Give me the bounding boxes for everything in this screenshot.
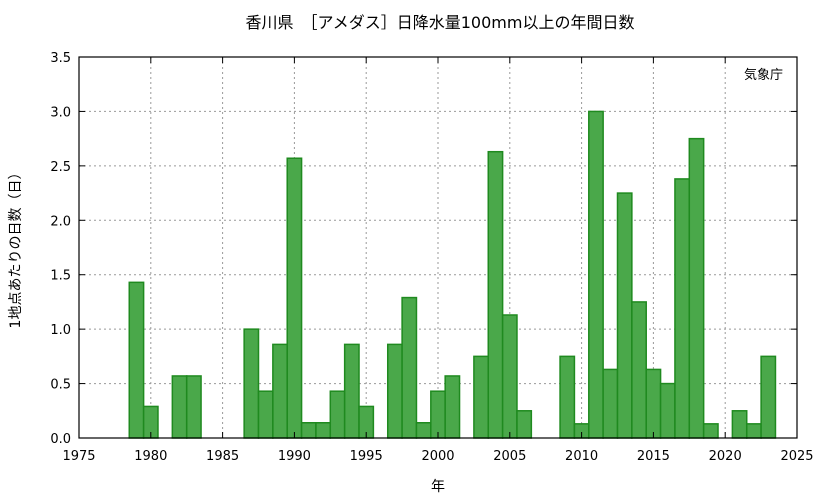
- bars: [128, 110, 777, 439]
- bar-2000: [430, 390, 446, 439]
- source-label: 気象庁: [744, 67, 783, 83]
- bar-2016: [659, 382, 676, 439]
- bar-1999: [415, 422, 432, 439]
- x-tick-label: 1980: [134, 449, 167, 464]
- bar-2006: [516, 410, 533, 439]
- bar-1998: [401, 296, 418, 439]
- chart-title: 香川県 ［アメダス］日降水量100mm以上の年間日数: [246, 13, 635, 32]
- bar-1997: [386, 343, 403, 439]
- bar-1979: [128, 281, 145, 439]
- bar-1991: [300, 422, 317, 439]
- y-tick-label: 0.0: [50, 432, 71, 447]
- y-tick-label: 1.0: [50, 323, 71, 338]
- bar-1993: [329, 390, 346, 439]
- x-tick-label: 2020: [709, 449, 742, 464]
- y-tick-label: 1.5: [50, 269, 71, 284]
- y-tick-label: 3.5: [50, 51, 71, 66]
- x-tick-label: 1995: [350, 449, 383, 464]
- bar-2017: [674, 178, 691, 439]
- bar-2012: [602, 368, 619, 439]
- bar-2023: [760, 355, 777, 439]
- bar-1983: [185, 375, 202, 439]
- bar-2005: [501, 314, 518, 439]
- bar-1988: [257, 390, 274, 439]
- ticks: 1975 1980 1985 1990 1995 2000 2005 2010 2015 2020…: [50, 51, 813, 464]
- x-tick-label: 2000: [421, 449, 454, 464]
- y-tick-label: 2.0: [50, 214, 71, 229]
- bar-2011: [588, 110, 604, 439]
- bar-2014: [631, 301, 647, 439]
- y-axis-label: 1地点あたりの日数（日）: [8, 166, 24, 329]
- bar-1994: [343, 343, 360, 439]
- bar-2022: [745, 423, 762, 439]
- bar-1982: [171, 375, 188, 439]
- bar-1987: [243, 328, 260, 439]
- y-tick-label: 3.0: [50, 105, 71, 120]
- x-tick-label: 1975: [62, 449, 95, 464]
- bar-2019: [702, 423, 719, 439]
- y-tick-label: 2.5: [50, 160, 71, 175]
- bar-2015: [645, 368, 662, 439]
- bar-1990: [286, 157, 303, 439]
- bar-2013: [616, 192, 633, 439]
- bar-2021: [731, 410, 748, 439]
- x-tick-label: 1990: [278, 449, 311, 464]
- x-tick-label: 2010: [565, 449, 598, 464]
- x-tick-label: 2005: [493, 449, 526, 464]
- bar-2004: [487, 150, 504, 439]
- bar-1989: [272, 343, 288, 439]
- x-axis-label: 年: [431, 479, 445, 495]
- x-tick-label: 1985: [206, 449, 239, 464]
- bar-2003: [473, 355, 490, 439]
- x-tick-label: 2015: [637, 449, 670, 464]
- bar-2009: [559, 355, 576, 439]
- bar-2001: [444, 375, 461, 439]
- y-tick-label: 0.5: [50, 378, 71, 393]
- bar-1992: [315, 422, 332, 439]
- bar-2018: [688, 137, 705, 439]
- x-tick-label: 2025: [780, 449, 813, 464]
